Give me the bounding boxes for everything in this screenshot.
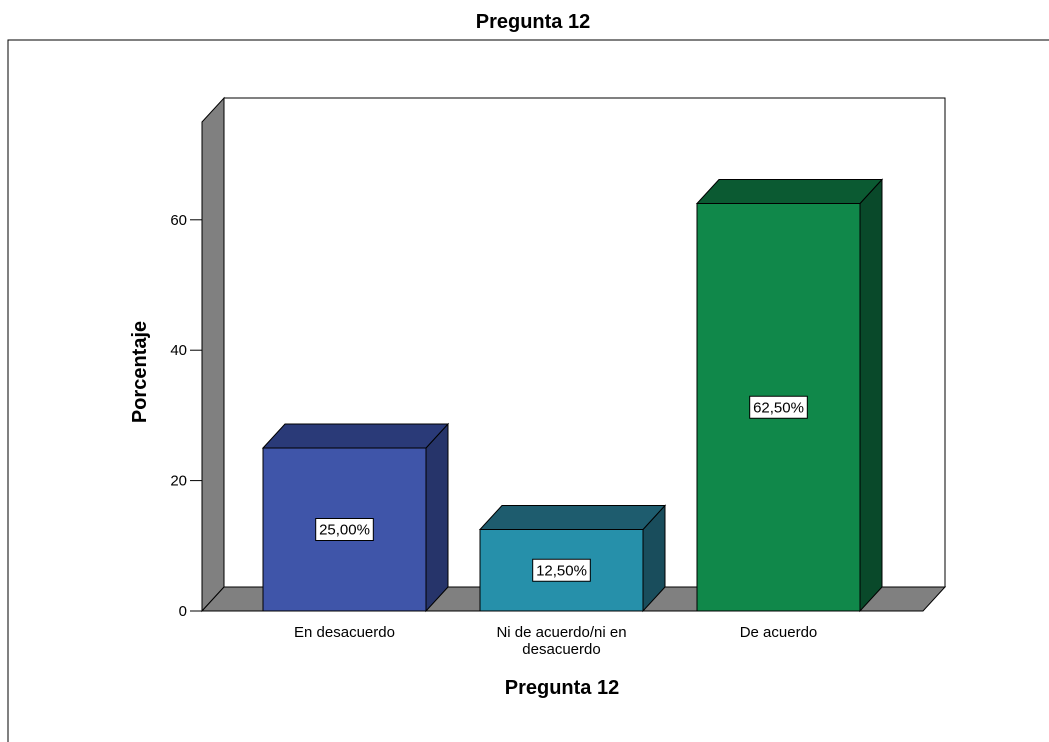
- y-tick-label: 0: [179, 603, 187, 620]
- y-axis: 0 20 40 60: [170, 212, 202, 620]
- bar-2: 12,50%: [478, 504, 667, 613]
- chart-title: Pregunta 12: [476, 11, 590, 33]
- x-tick-label: En desacuerdo: [294, 624, 395, 641]
- data-label-box: [315, 518, 374, 541]
- left-wall: [201, 96, 225, 613]
- x-axis: En desacuerdo Ni de acuerdo/ni en desacuer…: [294, 624, 817, 658]
- bar-top: [695, 179, 884, 204]
- bar-top: [478, 505, 667, 530]
- bar-top: [261, 423, 450, 449]
- y-axis-title: Porcentaje: [129, 321, 151, 423]
- bars-group: 25,00% 12,50% 62,50%: [261, 178, 884, 613]
- x-axis-title: Pregunta 12: [505, 677, 619, 699]
- bar-side: [859, 178, 883, 613]
- bar-3: 62,50%: [695, 178, 884, 613]
- x-tick-label: Ni de acuerdo/ni en desacuerdo: [496, 624, 626, 658]
- data-label-box: [532, 558, 591, 582]
- data-label: 25,00%: [319, 522, 370, 539]
- data-label: 62,50%: [753, 399, 804, 416]
- data-label-box: [749, 395, 808, 419]
- chart-frame: [7, 39, 1049, 742]
- data-label: 12,50%: [536, 562, 587, 579]
- bar-side: [425, 422, 449, 613]
- y-tick-label: 40: [170, 342, 187, 359]
- x-tick-label: De acuerdo: [740, 624, 818, 641]
- y-tick-label: 60: [170, 212, 187, 229]
- bar-1: 25,00%: [261, 422, 450, 613]
- y-tick-label: 20: [170, 473, 187, 490]
